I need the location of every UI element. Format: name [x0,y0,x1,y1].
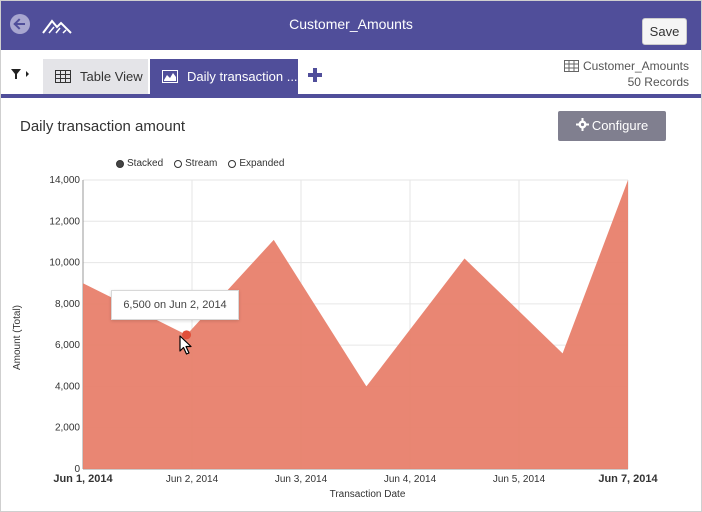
y-tick-label: 2,000 [55,423,80,434]
x-tick-label: Jun 3, 2014 [275,474,328,485]
legend-option-stacked[interactable]: Stacked [116,158,163,169]
y-tick-label: 14,000 [49,175,80,186]
area-chart: 0 2,000 4,000 6,000 8,000 10,000 12,000 14,000 J… [12,175,659,500]
configure-label: Configure [591,118,649,133]
x-axis-title: Transaction Date [330,489,406,500]
tab-table-view[interactable]: Table View [43,59,148,94]
mouse-cursor-icon [179,335,192,355]
back-arrow-icon[interactable] [10,14,30,34]
highlighted-data-point [182,330,192,340]
dataset-name: Customer_Amounts [582,59,689,73]
title-bar: Customer_Amounts Save [1,1,701,50]
tab-label: Daily transaction ... [187,69,298,84]
legend-option-expanded[interactable]: Expanded [228,158,284,169]
legend-label: Stacked [127,158,164,169]
table-icon [563,60,579,72]
x-tick-label: Jun 1, 2014 [53,473,113,485]
save-button[interactable]: Save [642,18,687,45]
legend-option-stream[interactable]: Stream [174,158,217,169]
gear-icon [575,118,589,131]
chart-tooltip: 6,500 on Jun 2, 2014 [111,290,239,320]
tab-bar: Table View Daily transaction ... Custome… [1,51,701,98]
y-tick-label: 12,000 [49,216,80,227]
configure-button[interactable]: Configure [558,111,666,141]
chart-title: Daily transaction amount [20,118,186,135]
table-icon [55,70,71,83]
tab-daily-transaction[interactable]: Daily transaction ... [150,59,298,94]
chart-mode-legend: Stacked Stream Expanded [116,158,284,169]
legend-label: Expanded [239,158,285,169]
radio-unselected-icon [174,159,183,168]
y-tick-label: 6,000 [55,340,80,351]
x-tick-label: Jun 7, 2014 [598,473,658,485]
area-series [83,180,628,469]
y-tick-label: 10,000 [49,258,80,269]
legend-label: Stream [185,158,218,169]
filter-icon[interactable] [10,68,32,80]
radio-unselected-icon [228,159,237,168]
y-tick-label: 4,000 [55,381,80,392]
x-tick-label: Jun 4, 2014 [384,474,437,485]
y-tick-label: 0 [74,464,80,475]
record-count: 50 Records [627,75,689,89]
chart-panel: Daily transaction amount Configure Stack… [1,98,701,510]
dataset-info: Customer_Amounts 50 Records [563,58,689,90]
radio-selected-icon [116,159,124,168]
area-chart-icon [162,70,178,83]
y-tick-label: 8,000 [55,299,80,310]
x-tick-label: Jun 5, 2014 [493,474,546,485]
y-axis-title: Amount (Total) [12,305,23,370]
add-tab-icon[interactable] [308,68,322,82]
page-title: Customer_Amounts [289,16,413,32]
mountain-logo-icon[interactable] [42,18,72,34]
tab-label: Table View [80,69,143,84]
x-tick-label: Jun 2, 2014 [166,474,219,485]
